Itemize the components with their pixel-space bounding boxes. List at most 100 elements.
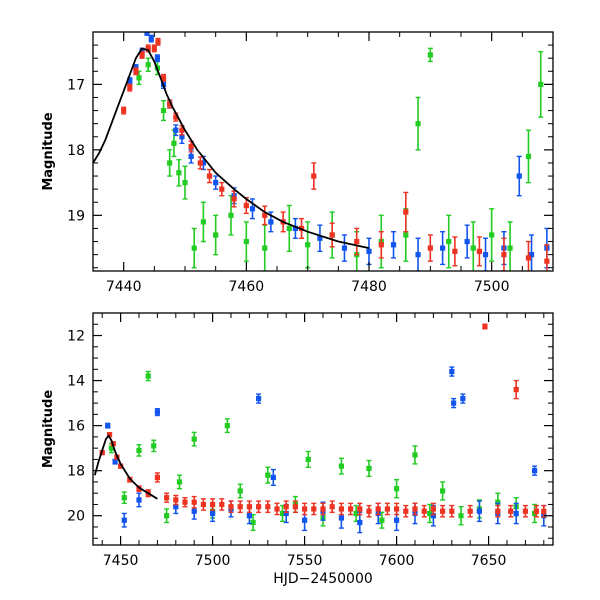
data-point — [449, 368, 455, 375]
data-point — [262, 245, 268, 251]
data-point — [366, 465, 372, 472]
data-point — [320, 506, 326, 512]
data-point — [210, 510, 216, 517]
data-point — [317, 235, 323, 241]
x-tick-label: 7600 — [379, 553, 415, 569]
data-point — [256, 395, 262, 402]
series-0 — [136, 47, 544, 271]
data-point — [228, 212, 234, 218]
data-point — [476, 248, 482, 254]
data-point — [516, 173, 522, 179]
data-point — [501, 252, 507, 258]
data-point — [366, 508, 372, 514]
y-tick-label: 14 — [67, 374, 85, 390]
data-point — [513, 510, 519, 517]
data-point — [452, 248, 458, 254]
data-point — [151, 45, 157, 51]
data-point — [191, 436, 197, 442]
data-point — [270, 474, 276, 481]
y-axis-label: Magnitude — [41, 390, 56, 469]
data-point — [507, 245, 513, 251]
x-tick-label: 7550 — [287, 553, 323, 569]
data-point — [224, 423, 230, 429]
data-point — [106, 432, 113, 438]
series-2 — [99, 323, 547, 518]
data-point — [127, 78, 133, 84]
data-point — [460, 395, 466, 402]
y-tick-label: 17 — [67, 77, 85, 93]
data-point — [171, 140, 177, 146]
plot-area — [93, 32, 550, 271]
data-point — [249, 206, 256, 212]
data-point — [329, 232, 335, 238]
data-point — [375, 506, 381, 512]
data-point — [525, 153, 532, 160]
data-point — [525, 255, 532, 261]
y-tick-label: 18 — [67, 143, 85, 159]
data-point — [136, 486, 142, 492]
data-point — [427, 52, 433, 58]
data-point — [403, 209, 409, 215]
data-point — [176, 479, 183, 485]
y-axis-label: Magnitude — [41, 112, 56, 191]
bottom-light-curve-panel: 7450 7500 7550 7600 7650 12 14 16 18 20 Magnitude H… — [41, 312, 554, 587]
data-point — [246, 513, 252, 519]
plot-area — [93, 323, 547, 534]
data-point — [338, 515, 344, 521]
data-point — [154, 55, 160, 61]
data-point — [427, 510, 433, 517]
data-point — [292, 225, 298, 232]
data-point — [421, 508, 427, 514]
data-point — [182, 180, 188, 186]
data-point — [305, 456, 311, 463]
data-point — [127, 85, 133, 91]
data-point — [228, 504, 234, 510]
model-curve — [93, 47, 370, 249]
x-tick-label: 7500 — [474, 279, 510, 295]
data-point — [265, 504, 271, 510]
data-point — [430, 513, 436, 519]
data-point — [148, 35, 154, 42]
data-point — [188, 143, 194, 150]
x-axis-label: HJD−2450000 — [273, 571, 373, 587]
data-point — [160, 107, 167, 114]
data-point — [338, 463, 344, 469]
data-point — [541, 508, 547, 514]
data-point — [105, 423, 111, 429]
data-point — [440, 508, 446, 514]
data-point — [154, 474, 160, 481]
data-point — [513, 386, 519, 393]
data-point — [283, 504, 289, 510]
data-point — [440, 245, 446, 251]
data-point — [121, 517, 127, 523]
data-point — [197, 160, 203, 166]
data-point — [210, 501, 216, 508]
data-point — [476, 508, 482, 514]
data-point — [268, 219, 274, 225]
data-point — [305, 242, 311, 248]
x-tick-label: 7450 — [103, 553, 139, 569]
data-point — [394, 506, 400, 512]
data-point — [495, 499, 501, 505]
data-point — [274, 506, 280, 512]
data-point — [412, 506, 418, 512]
data-point — [243, 202, 249, 209]
data-point — [191, 508, 197, 514]
data-point — [394, 486, 400, 492]
data-point — [440, 488, 446, 494]
data-point — [200, 160, 206, 166]
data-point — [243, 238, 249, 245]
data-point — [151, 443, 157, 449]
data-point — [179, 134, 185, 140]
x-tick-label: 7460 — [229, 279, 265, 295]
data-point — [219, 186, 225, 192]
data-point — [164, 495, 170, 501]
data-point — [302, 506, 308, 512]
data-point — [136, 75, 142, 81]
data-point — [160, 75, 167, 81]
y-tick-label: 18 — [67, 464, 85, 480]
data-point — [415, 252, 421, 258]
x-tick-label: 7500 — [195, 553, 231, 569]
data-point — [139, 52, 145, 58]
